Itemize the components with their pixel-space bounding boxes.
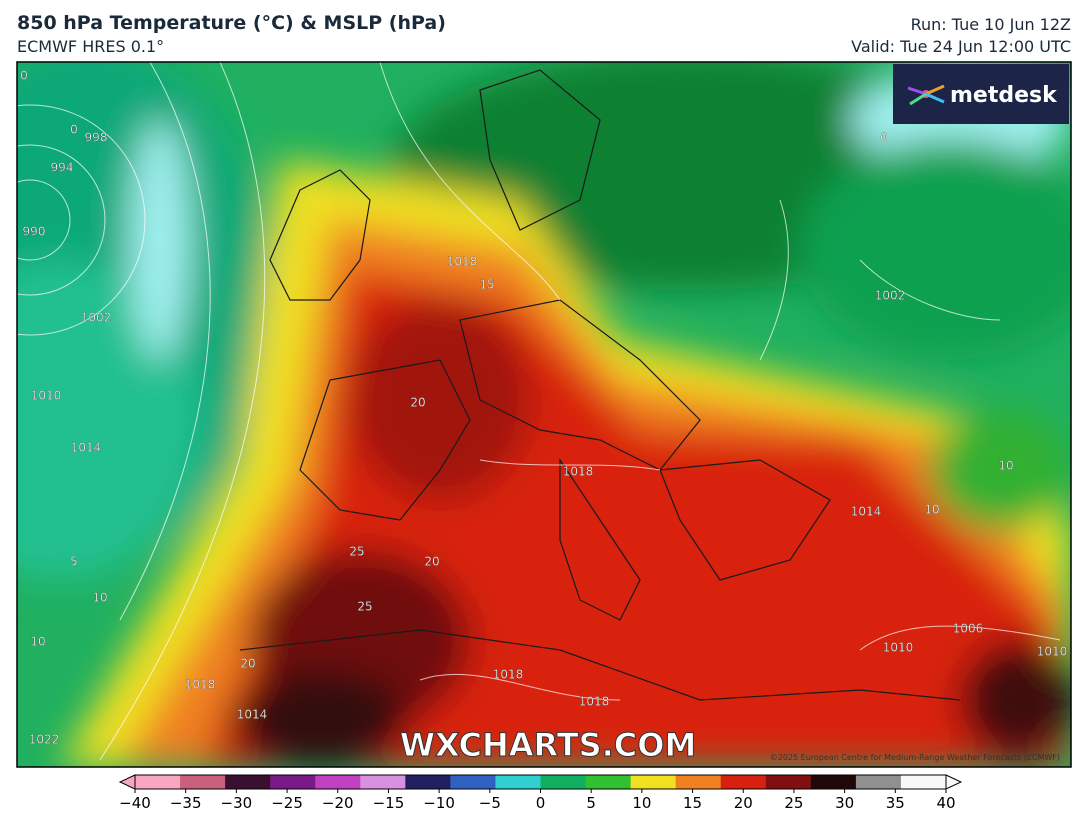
colorbar-swatch [315, 775, 361, 789]
contour-label: 10 [92, 591, 107, 605]
colorbar-swatch [675, 775, 722, 789]
contour-label: 20 [410, 396, 425, 410]
colorbar-tick-label: −25 [271, 794, 303, 812]
colorbar-arrow-right [945, 774, 963, 790]
colorbar-tick-label: −10 [423, 794, 455, 812]
contour-label: 1002 [81, 311, 112, 325]
colorbar-swatch [135, 775, 181, 789]
colorbar-tick-label: 40 [936, 794, 955, 812]
colorbar-tick-label: −5 [479, 794, 501, 812]
colorbar-tick-label: 15 [683, 794, 702, 812]
contour-label: 0 [880, 131, 888, 145]
contour-label: 1014 [851, 505, 882, 519]
contour-label: 10 [924, 503, 939, 517]
colorbar-tick-label: −15 [373, 794, 405, 812]
valid: Valid: Tue 24 Jun 12:00 UTC [851, 37, 1071, 56]
logo: metdesk [950, 83, 1058, 108]
copyright: ©2025 European Centre for Medium-Range W… [770, 753, 1060, 762]
contour-label: 20 [424, 555, 439, 569]
run: Run: Tue 10 Jun 12Z [910, 15, 1071, 34]
coastlines [239, 69, 961, 701]
colorbar-swatch [585, 775, 632, 789]
colorbar-tick-label: −40 [119, 794, 151, 812]
subtitle: ECMWF HRES 0.1° [17, 37, 165, 56]
logo-icon [907, 84, 945, 106]
contour-label: 5 [70, 555, 78, 569]
colorbar-swatch [540, 775, 587, 789]
map-frame [16, 61, 1072, 768]
contour-label: 1006 [953, 622, 984, 636]
colorbar-swatch [855, 775, 902, 789]
contour-label: 0 [70, 123, 78, 137]
colorbar-tick-label: 20 [734, 794, 753, 812]
contour-label: 1022 [29, 733, 60, 747]
colorbar-tick-label: 25 [784, 794, 803, 812]
contour-label: 1014 [71, 441, 102, 455]
colorbar-tick-label: 30 [835, 794, 854, 812]
colorbar-swatch [450, 775, 496, 789]
contour-label: 0 [20, 69, 28, 83]
contour-label: 15 [479, 278, 494, 292]
contour-label: 10 [30, 635, 45, 649]
contour-label: 1010 [883, 641, 914, 655]
colorbar-tick-label: −30 [221, 794, 253, 812]
isobars [17, 62, 1061, 761]
colorbar-swatch [270, 775, 316, 789]
contour-label: 1018 [185, 678, 216, 692]
contour-label: 20 [240, 657, 255, 671]
contour-label: 25 [349, 545, 364, 559]
colorbar-swatch [765, 775, 812, 789]
contour-label: 1018 [493, 668, 524, 682]
colorbar-arrow-left [118, 774, 136, 790]
colorbar-swatch [405, 775, 451, 789]
contour-label: 25 [357, 600, 372, 614]
colorbar-swatch [810, 775, 857, 789]
contour-label: 1014 [237, 708, 268, 722]
watermark: WXCHARTS.COM [400, 726, 697, 764]
colorbar-swatch [360, 775, 406, 789]
colorbar-tick-label: −35 [170, 794, 202, 812]
contour-label: 998 [85, 131, 108, 145]
colorbar-tick-label: 35 [886, 794, 905, 812]
contour-label: 1010 [1037, 645, 1068, 659]
colorbar-tick-label: 5 [586, 794, 596, 812]
contour-label: 10 [998, 459, 1013, 473]
temperature-field: 9989949901002101010141018101810181018101… [17, 62, 1071, 767]
colorbar-swatch [900, 775, 947, 789]
contour-label: 1018 [579, 695, 610, 709]
colorbar-swatch [225, 775, 271, 789]
colorbar-tick-label: 10 [632, 794, 651, 812]
colorbar-tick-label: −20 [322, 794, 354, 812]
contour-label: 990 [23, 225, 46, 239]
contour-label: 1018 [563, 465, 594, 479]
colorbar-swatch [720, 775, 767, 789]
title: 850 hPa Temperature (°C) & MSLP (hPa) [17, 12, 446, 34]
contour-label: 1010 [31, 389, 62, 403]
colorbar-tick-label: 0 [536, 794, 546, 812]
contour-label: 1002 [875, 289, 906, 303]
colorbar-swatch [180, 775, 226, 789]
contour-label: 1018 [447, 255, 478, 269]
colorbar-swatch [630, 775, 677, 789]
colorbar-swatch [495, 775, 541, 789]
contour-label: 994 [51, 161, 74, 175]
